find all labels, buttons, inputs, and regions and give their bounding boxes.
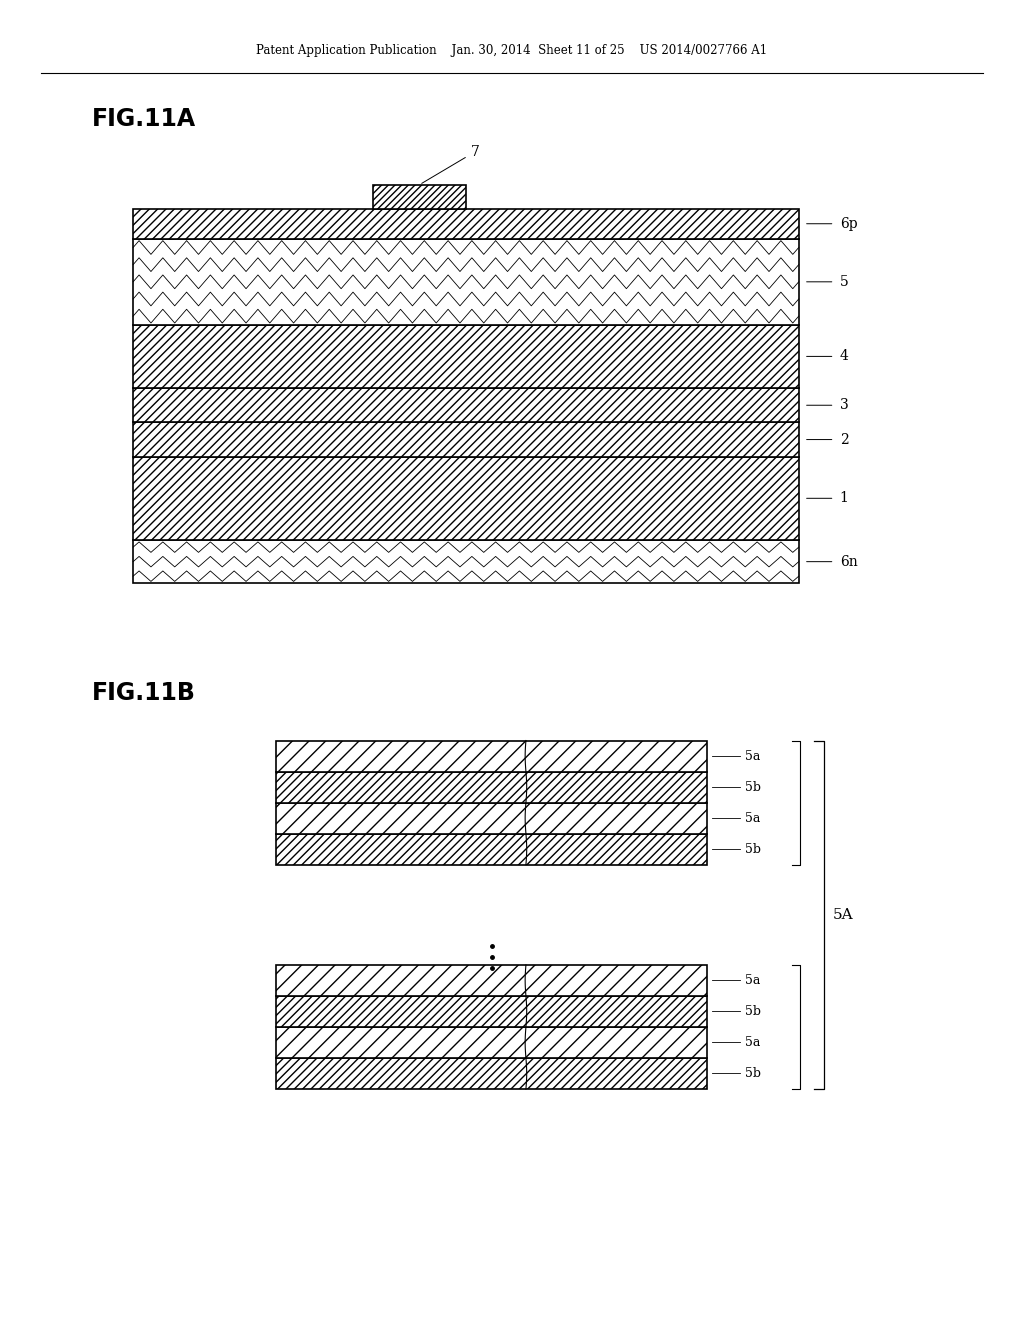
Bar	[276, 1027, 707, 1059]
Bar	[133, 325, 799, 388]
Text: FIG.11B: FIG.11B	[92, 681, 196, 705]
Text: 7: 7	[422, 145, 479, 183]
Text: 5: 5	[840, 275, 849, 289]
Text: FIG.11A: FIG.11A	[92, 107, 197, 131]
Text: 5a: 5a	[745, 1036, 761, 1049]
Bar	[276, 1059, 707, 1089]
Bar	[373, 185, 466, 209]
Bar	[276, 997, 707, 1027]
Text: 5b: 5b	[745, 1005, 762, 1018]
Bar	[276, 965, 707, 995]
Bar	[133, 388, 799, 422]
Bar	[276, 771, 707, 803]
Bar	[133, 457, 799, 540]
Bar	[133, 209, 799, 239]
Text: 2: 2	[840, 433, 849, 446]
Text: 5b: 5b	[745, 842, 762, 855]
Text: 5b: 5b	[745, 780, 762, 793]
Text: 5a: 5a	[745, 812, 761, 825]
Text: 6n: 6n	[840, 554, 857, 569]
Bar	[133, 540, 799, 583]
Text: 1: 1	[840, 491, 849, 506]
Text: Patent Application Publication    Jan. 30, 2014  Sheet 11 of 25    US 2014/00277: Patent Application Publication Jan. 30, …	[256, 44, 768, 57]
Bar	[276, 834, 707, 865]
Text: 4: 4	[840, 350, 849, 363]
Text: 5b: 5b	[745, 1067, 762, 1080]
Text: 3: 3	[840, 399, 849, 412]
Bar	[276, 803, 707, 834]
Text: 5a: 5a	[745, 974, 761, 987]
Bar	[133, 422, 799, 457]
Text: 6p: 6p	[840, 216, 857, 231]
Text: 5a: 5a	[745, 750, 761, 763]
Text: 5A: 5A	[833, 908, 853, 921]
Bar	[133, 239, 799, 325]
Bar	[276, 741, 707, 771]
